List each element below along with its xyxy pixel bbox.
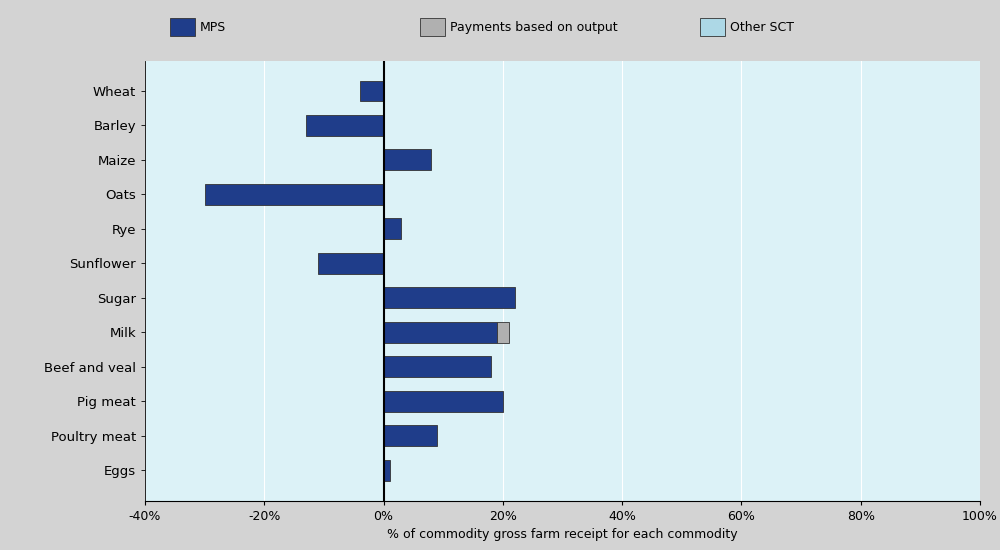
Bar — [384, 356, 491, 377]
Bar — [306, 115, 384, 136]
Bar — [384, 425, 437, 446]
Text: Other SCT: Other SCT — [730, 21, 794, 34]
FancyBboxPatch shape — [420, 18, 445, 36]
Bar — [318, 253, 384, 273]
FancyBboxPatch shape — [170, 18, 195, 36]
FancyBboxPatch shape — [700, 18, 725, 36]
Bar — [497, 322, 509, 343]
Bar — [384, 218, 401, 239]
Bar — [205, 184, 384, 205]
Bar — [384, 322, 497, 343]
Bar — [384, 391, 503, 411]
Bar — [360, 80, 384, 101]
Bar — [384, 150, 431, 170]
Text: MPS: MPS — [200, 21, 226, 34]
Text: Payments based on output: Payments based on output — [450, 21, 618, 34]
Bar — [384, 288, 515, 308]
Bar — [384, 460, 390, 481]
X-axis label: % of commodity gross farm receipt for each commodity: % of commodity gross farm receipt for ea… — [387, 528, 738, 541]
